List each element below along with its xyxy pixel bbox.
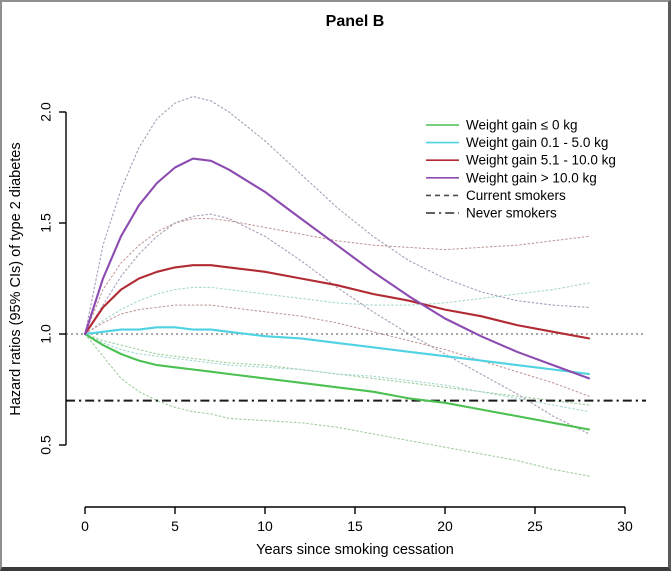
reference-lines [66, 333, 646, 402]
series-line-weight-gain-5.1-10.0kg [83, 264, 591, 340]
y-axis-title: Hazard ratios (95% CIs) of type 2 diabet… [8, 142, 24, 415]
legend-label: Weight gain 5.1 - 10.0 kg [466, 153, 616, 168]
y-tick-label: 1.5 [38, 213, 54, 233]
y-axis-ticks: 0.5 1.0 1.5 2.0 [38, 102, 66, 455]
legend-label: Weight gain 0.1 - 5.0 kg [466, 135, 608, 150]
ci-lower-weight-gain-0.1-5.0kg [84, 333, 590, 413]
x-axis-ticks: 0 5 10 15 20 25 30 [81, 507, 633, 534]
y-tick-label: 0.5 [38, 435, 54, 455]
chart-legend: Weight gain ≤ 0 kg Weight gain 0.1 - 5.0 … [426, 118, 616, 221]
x-axis-title: Years since smoking cessation [256, 542, 454, 558]
x-tick-label: 5 [171, 518, 179, 534]
ci-upper-weight-gain-gt-10.0kg [84, 95, 590, 335]
ci-lower-weight-gain-gt-10.0kg [84, 213, 590, 435]
x-axis: 0 5 10 15 20 25 30 Years since smoking cessati… [81, 506, 633, 558]
series-line-weight-gain-0.1-5.0kg [83, 326, 591, 376]
x-tick-label: 20 [437, 518, 453, 534]
y-tick-label: 2.0 [38, 102, 54, 122]
series-line-weight-gain-gt-10.0kg [83, 157, 591, 380]
legend-label: Weight gain > 10.0 kg [466, 170, 597, 185]
chart-title: Panel B [326, 13, 385, 30]
y-axis: 0.5 1.0 1.5 2.0 Hazard ratios (95% CIs) of … [8, 102, 67, 455]
ci-upper-weight-gain-le-0kg [84, 333, 590, 406]
series-lines [83, 157, 591, 431]
ci-upper-weight-gain-5.1-10.0kg [84, 218, 590, 335]
legend-label: Current smokers [466, 188, 566, 203]
legend-label: Weight gain ≤ 0 kg [466, 118, 577, 133]
x-tick-label: 30 [617, 518, 633, 534]
y-tick-label: 1.0 [38, 324, 54, 344]
legend-label: Never smokers [466, 206, 557, 221]
x-tick-label: 10 [257, 518, 273, 534]
ci-lower-weight-gain-le-0kg [84, 333, 590, 477]
x-tick-label: 25 [527, 518, 543, 534]
ci-upper-weight-gain-0.1-5.0kg [84, 282, 590, 335]
x-tick-label: 15 [347, 518, 363, 534]
series-line-weight-gain-le-0kg [83, 332, 591, 431]
x-tick-label: 0 [81, 518, 89, 534]
